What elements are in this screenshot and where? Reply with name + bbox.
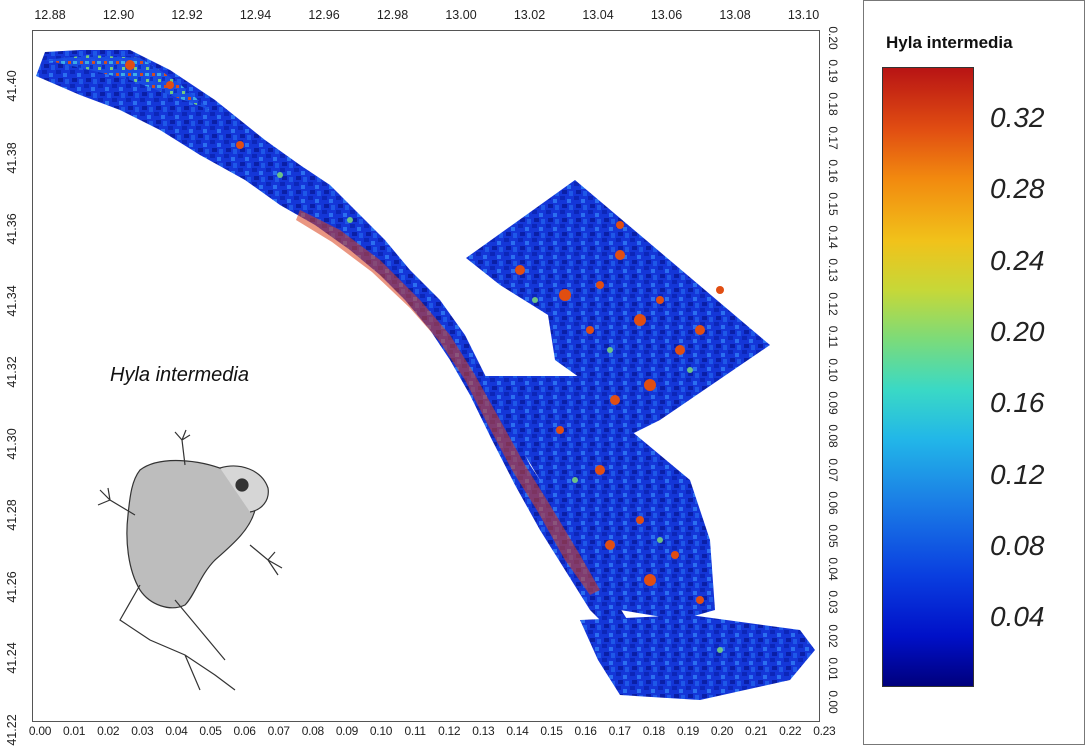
bottom-axis-tick: 0.21 (745, 724, 768, 738)
top-axis-tick: 13.08 (719, 8, 751, 22)
bottom-axis-tick: 0.19 (676, 724, 699, 738)
legend-panel: Hyla intermedia 0.32 0.28 0.24 0.20 0.16 0.12… (863, 0, 1085, 745)
coastal-strip-hotspots (45, 55, 210, 110)
bottom-axis-tick: 0.00 (28, 724, 52, 738)
bottom-axis-tick: 0.20 (710, 724, 734, 738)
top-axis-tick: 13.06 (650, 8, 683, 22)
legend-label: 0.32 (990, 102, 1045, 133)
legend-label: 0.28 (990, 173, 1045, 205)
legend-title: Hyla intermedia (886, 33, 1013, 52)
legend-label: 0.04 (990, 601, 1045, 633)
bottom-axis-tick: 0.02 (97, 724, 120, 738)
bottom-axis-tick: 0.10 (369, 724, 393, 738)
bottom-axis-tick: 0.08 (301, 724, 324, 738)
bottom-axis-tick: 0.12 (438, 724, 461, 738)
coastal-strip-region (36, 50, 640, 640)
top-axis-tick: 13.10 (787, 8, 820, 22)
bottom-axis-tick: 0.18 (642, 724, 665, 738)
northeast-block-region (466, 180, 770, 435)
green-spots (277, 172, 723, 653)
bottom-axis-tick: 0.04 (165, 724, 188, 738)
bottom-axis-tick: 0.01 (63, 724, 86, 738)
bottom-axis-tick: 0.11 (404, 724, 426, 738)
map-species-label: Hyla intermedia (110, 364, 249, 386)
hotspot-dots (125, 60, 724, 604)
top-axis-tick: 12.98 (376, 8, 409, 22)
bottom-axis-tick: 0.17 (608, 724, 631, 738)
bottom-axis-tick: 0.09 (335, 724, 358, 738)
top-axis-tick: 12.92 (171, 8, 203, 22)
bottom-axis-tick: 0.07 (267, 724, 290, 738)
top-axis-tick: 12.96 (308, 8, 340, 22)
legend-label: 0.16 (990, 387, 1045, 419)
bottom-axis-tick: 0.15 (540, 724, 563, 738)
frog-illustration (97, 429, 283, 691)
top-axis-tick: 13.02 (513, 8, 546, 22)
legend-label: 0.08 (990, 529, 1045, 561)
bottom-axis-tick: 0.03 (131, 724, 154, 738)
coastal-edge-red (296, 210, 600, 595)
top-axis-tick: 12.88 (34, 8, 66, 22)
bottom-axis-tick: 0.05 (199, 724, 222, 738)
bottom-axis-tick: 0.22 (779, 724, 802, 738)
top-axis-tick: 12.94 (239, 8, 272, 22)
bottom-axis-tick: 0.06 (233, 724, 256, 738)
bottom-axis-tick: 0.16 (574, 724, 597, 738)
southern-block-region (580, 615, 815, 700)
bottom-axis-tick: 0.13 (472, 724, 495, 738)
central-block-region (485, 376, 715, 620)
top-axis-tick: 13.00 (445, 8, 477, 22)
legend-label: 0.24 (990, 244, 1045, 276)
bottom-axis-tick: 0.14 (506, 724, 529, 738)
bottom-axis-tick: 0.23 (813, 724, 836, 738)
legend-colorbar (882, 67, 974, 687)
top-axis-tick: 12.90 (102, 8, 135, 22)
legend-label: 0.12 (990, 458, 1045, 490)
top-axis-tick: 13.04 (582, 8, 614, 22)
legend-label: 0.20 (990, 315, 1045, 347)
